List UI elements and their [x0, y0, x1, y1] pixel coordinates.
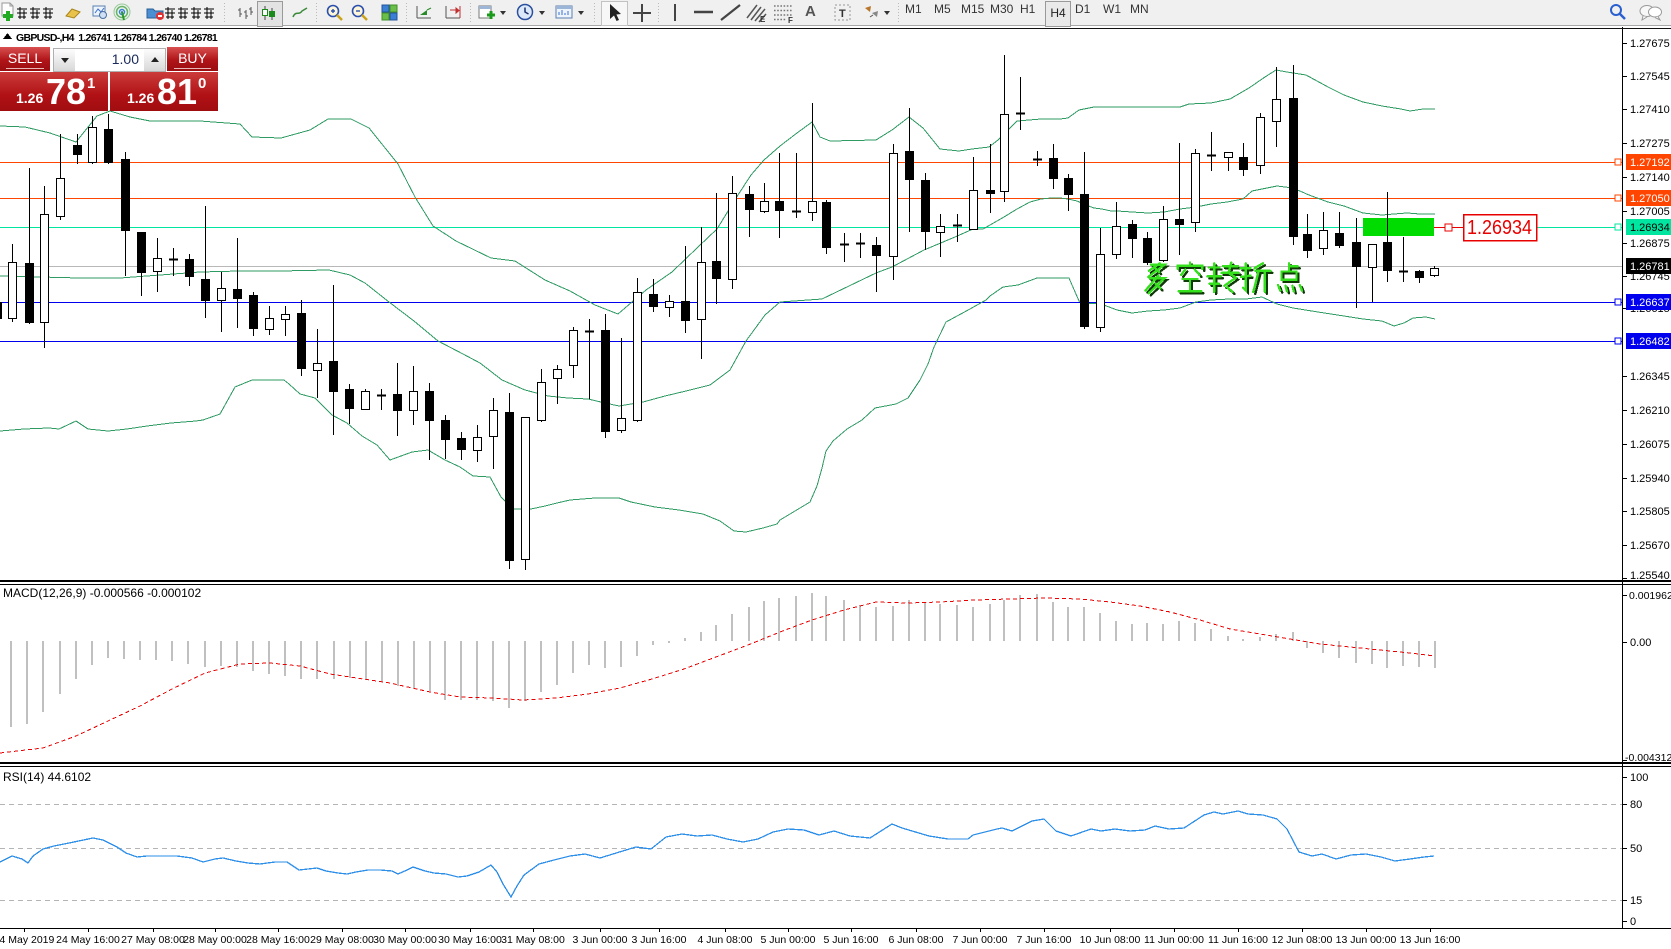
svg-text:1.25805: 1.25805: [1630, 506, 1670, 518]
svg-text:11 Jun 00:00: 11 Jun 00:00: [1144, 934, 1204, 946]
svg-text:1.26075: 1.26075: [1630, 439, 1670, 451]
svg-text:7 Jun 00:00: 7 Jun 00:00: [953, 934, 1008, 946]
svg-text:F: F: [788, 16, 793, 24]
svg-text:MACD(12,26,9) -0.000566 -0.000: MACD(12,26,9) -0.000566 -0.000102: [3, 586, 201, 600]
svg-text:13 Jun 16:00: 13 Jun 16:00: [1400, 934, 1461, 946]
svg-text:80: 80: [1630, 799, 1642, 811]
svg-text:1.27675: 1.27675: [1630, 38, 1670, 50]
svg-text:12 Jun 08:00: 12 Jun 08:00: [1272, 934, 1333, 946]
svg-text:10 Jun 08:00: 10 Jun 08:00: [1080, 934, 1141, 946]
svg-text:24 May 2019: 24 May 2019: [0, 934, 55, 946]
svg-text:13 Jun 00:00: 13 Jun 00:00: [1336, 934, 1397, 946]
svg-text:1.26637: 1.26637: [1630, 297, 1670, 309]
svg-text:1.26345: 1.26345: [1630, 371, 1670, 383]
svg-text:1.27005: 1.27005: [1630, 206, 1670, 218]
svg-text:1.25540: 1.25540: [1630, 570, 1670, 582]
svg-text:30 May 16:00: 30 May 16:00: [438, 934, 502, 946]
svg-text:1.26781: 1.26781: [1630, 261, 1670, 273]
svg-text:1.27410: 1.27410: [1630, 104, 1670, 116]
svg-text:31 May 08:00: 31 May 08:00: [501, 934, 565, 946]
svg-text:6 Jun 08:00: 6 Jun 08:00: [889, 934, 944, 946]
svg-text:50: 50: [1630, 843, 1642, 855]
svg-text:15: 15: [1630, 895, 1642, 907]
svg-text:3 Jun 16:00: 3 Jun 16:00: [632, 934, 687, 946]
svg-text:1.26875: 1.26875: [1630, 238, 1670, 250]
svg-text:28 May 16:00: 28 May 16:00: [246, 934, 310, 946]
svg-text:5 Jun 00:00: 5 Jun 00:00: [761, 934, 816, 946]
svg-text:T: T: [839, 8, 846, 20]
svg-text:30 May 00:00: 30 May 00:00: [373, 934, 437, 946]
svg-text:27 May 08:00: 27 May 08:00: [121, 934, 185, 946]
svg-text:RSI(14) 44.6102: RSI(14) 44.6102: [3, 770, 91, 784]
svg-text:100: 100: [1630, 772, 1648, 784]
svg-text:-0.004312: -0.004312: [1625, 752, 1671, 764]
svg-text:7 Jun 16:00: 7 Jun 16:00: [1017, 934, 1072, 946]
svg-text:1.25670: 1.25670: [1630, 540, 1670, 552]
svg-text:1.26482: 1.26482: [1630, 336, 1670, 348]
svg-text:1.27050: 1.27050: [1630, 193, 1670, 205]
svg-text:0.00: 0.00: [1630, 637, 1651, 649]
svg-text:0.001962: 0.001962: [1629, 590, 1671, 602]
svg-text:3 Jun 00:00: 3 Jun 00:00: [573, 934, 628, 946]
svg-text:1.26934: 1.26934: [1630, 222, 1670, 234]
svg-text:E: E: [760, 15, 766, 24]
svg-text:5 Jun 16:00: 5 Jun 16:00: [824, 934, 879, 946]
svg-text:1.26210: 1.26210: [1630, 405, 1670, 417]
svg-text:11 Jun 16:00: 11 Jun 16:00: [1208, 934, 1268, 946]
svg-text:1.26934: 1.26934: [1467, 217, 1532, 239]
svg-text:1.27140: 1.27140: [1630, 172, 1670, 184]
svg-text:29 May 08:00: 29 May 08:00: [310, 934, 374, 946]
svg-text:1.27192: 1.27192: [1630, 157, 1670, 169]
svg-text:0: 0: [1630, 916, 1636, 928]
svg-text:1.27545: 1.27545: [1630, 71, 1670, 83]
svg-text:1.25940: 1.25940: [1630, 473, 1670, 485]
svg-text:4 Jun 08:00: 4 Jun 08:00: [698, 934, 753, 946]
svg-text:GBPUSD-,H4 1.26741 1.26784 1.: GBPUSD-,H4 1.26741 1.26784 1.26740 1.267…: [16, 32, 218, 44]
svg-text:28 May 00:00: 28 May 00:00: [183, 934, 247, 946]
svg-text:1.27275: 1.27275: [1630, 138, 1670, 150]
svg-text:24 May 16:00: 24 May 16:00: [56, 934, 120, 946]
